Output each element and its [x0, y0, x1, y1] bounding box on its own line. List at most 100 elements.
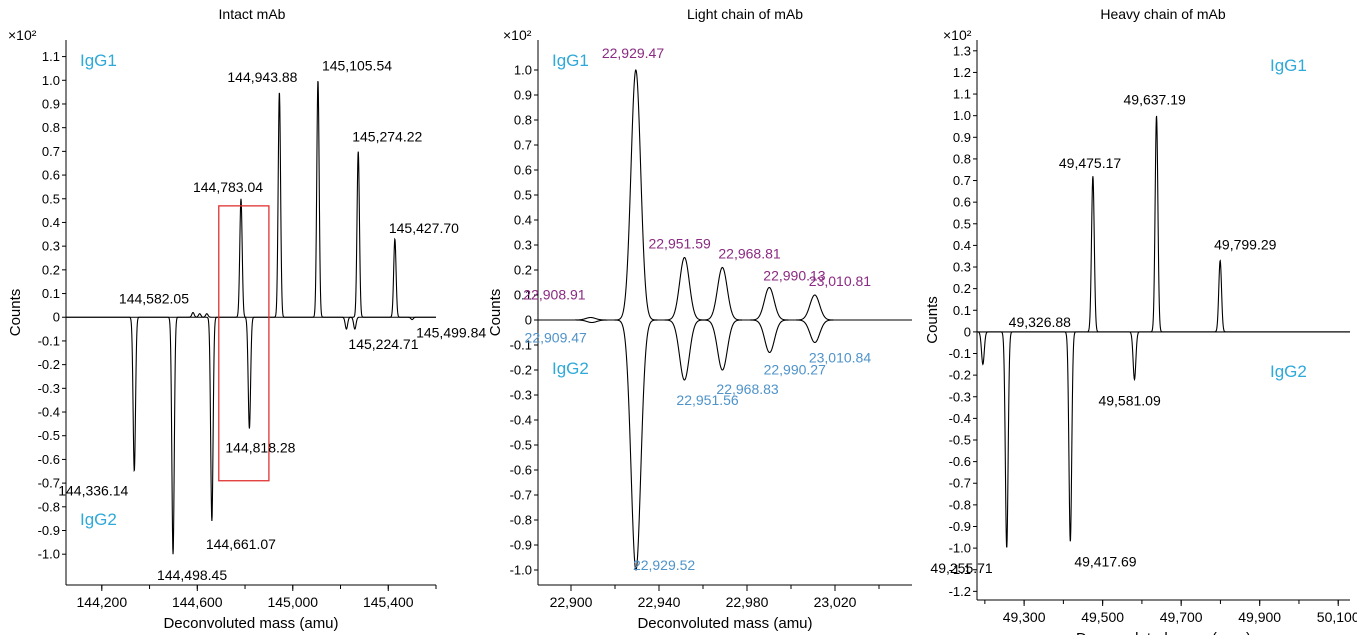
- y-tick-label: -0.4: [949, 411, 971, 426]
- peak-label: 144,661.07: [206, 536, 276, 552]
- y-tick-label: 0.6: [953, 195, 971, 210]
- peak-label: 23,010.81: [809, 273, 871, 289]
- series-label-igg1: IgG1: [552, 51, 589, 70]
- y-axis-label: Counts: [487, 289, 504, 337]
- y-tick-label: 0.8: [953, 151, 971, 166]
- y-tick-label: -1.0: [510, 563, 532, 578]
- peak-label: 22,968.81: [718, 246, 780, 262]
- series-label-igg1: IgG1: [1270, 56, 1307, 75]
- y-tick-label: 0.2: [42, 262, 60, 277]
- y-tick-label: 0.4: [514, 213, 532, 228]
- trace-positive: [66, 81, 436, 318]
- y-tick-label: 0.7: [953, 173, 971, 188]
- highlight-box: [218, 205, 270, 482]
- peak-label: 22,908.91: [523, 287, 585, 303]
- y-tick-label: 0.6: [42, 168, 60, 183]
- y-tick-label: 1.3: [953, 43, 971, 58]
- peak-label: 22,951.56: [676, 392, 738, 408]
- chart-title: Intact mAb: [219, 6, 286, 22]
- y-tick-label: 0.3: [953, 260, 971, 275]
- peak-label: 22,929.52: [633, 557, 695, 573]
- y-tick-label: -1.0: [949, 541, 971, 556]
- series-label-igg1: IgG1: [80, 51, 117, 70]
- y-tick-label: -1.0: [38, 547, 60, 562]
- peak-label: 145,105.54: [322, 57, 392, 73]
- y-tick-label: 0.1: [953, 303, 971, 318]
- y-tick-label: -0.7: [949, 476, 971, 491]
- y-tick-label: 0.6: [514, 163, 532, 178]
- y-axis-label: Counts: [7, 289, 24, 337]
- y-tick-label: -0.3: [510, 388, 532, 403]
- x-tick-label: 23,020: [814, 594, 857, 610]
- trace-negative: [66, 316, 436, 555]
- y-tick-label: -0.2: [510, 363, 532, 378]
- y-tick-label: 0: [964, 324, 971, 339]
- y-tick-label: -0.1: [949, 346, 971, 361]
- x-tick-label: 145,400: [363, 594, 414, 610]
- heavy-chain-chart: Heavy chain of mAb ×10² Counts Deconvoluted…: [924, 6, 1357, 635]
- y-tick-label: -1.2: [949, 584, 971, 599]
- chart-title: Light chain of mAb: [687, 6, 803, 22]
- y-tick-label: -0.8: [510, 513, 532, 528]
- y-tick-label: -0.8: [38, 499, 60, 514]
- peak-label: 144,783.04: [193, 179, 263, 195]
- y-tick-label: 0.7: [42, 144, 60, 159]
- trace-positive: [977, 115, 1350, 333]
- peak-label: 144,582.05: [119, 291, 189, 307]
- y-tick-label: 1.0: [953, 108, 971, 123]
- y-tick-label: -0.8: [949, 497, 971, 512]
- y-tick-label: 0.3: [514, 238, 532, 253]
- peak-label: 49,637.19: [1124, 92, 1186, 108]
- y-tick-label: 0.4: [42, 215, 60, 230]
- y-tick-label: 0.8: [42, 120, 60, 135]
- x-tick-label: 22,980: [726, 594, 769, 610]
- y-tick-label: -0.6: [510, 463, 532, 478]
- y-tick-label: -0.4: [510, 413, 532, 428]
- y-axis-label: Counts: [924, 296, 941, 344]
- x-tick-label: 50,100: [1317, 609, 1357, 625]
- y-tick-label: -0.1: [510, 338, 532, 353]
- y-tick-label: -0.7: [38, 476, 60, 491]
- x-axis-label: Deconvoluted mass (amu): [163, 615, 338, 632]
- peak-label: 22,990.27: [764, 362, 826, 378]
- series-label-igg2: IgG2: [1270, 362, 1307, 381]
- y-tick-label: 0.9: [514, 88, 532, 103]
- y-tick-label: 0: [53, 310, 60, 325]
- y-tick-label: 0.9: [953, 130, 971, 145]
- y-tick-label: 0.4: [953, 238, 971, 253]
- intact-mab-chart: Intact mAb ×10² Counts Deconvoluted mass (a…: [7, 6, 486, 632]
- peak-label: 22,929.47: [602, 45, 664, 61]
- peak-label: 145,274.22: [352, 128, 422, 144]
- y-tick-label: -0.9: [949, 519, 971, 534]
- y-tick-label: 0.5: [42, 191, 60, 206]
- y-tick-label: 1.0: [42, 73, 60, 88]
- peak-label: 145,224.71: [348, 336, 418, 352]
- trace-negative: [977, 331, 1350, 548]
- peak-label: 49,417.69: [1074, 554, 1136, 570]
- y-tick-label: -1.1: [949, 562, 971, 577]
- y-tick-label: -0.1: [38, 333, 60, 348]
- y-scale-label: ×10²: [943, 27, 972, 43]
- y-tick-label: -0.2: [949, 368, 971, 383]
- peak-label: 49,799.29: [1214, 237, 1276, 253]
- y-tick-label: -0.7: [510, 488, 532, 503]
- y-tick-label: 0.8: [514, 113, 532, 128]
- y-tick-label: 0.1: [514, 288, 532, 303]
- light-chain-chart: Light chain of mAb ×10² Counts Deconvoluted…: [487, 6, 912, 632]
- y-tick-label: 0.3: [42, 239, 60, 254]
- y-tick-label: -0.4: [38, 405, 60, 420]
- y-tick-label: -0.6: [949, 454, 971, 469]
- peak-label: 22,951.59: [648, 236, 710, 252]
- y-tick-label: -0.5: [38, 428, 60, 443]
- x-tick-label: 49,700: [1160, 609, 1203, 625]
- peak-label: 22,990.13: [763, 268, 825, 284]
- x-tick-label: 22,940: [638, 594, 681, 610]
- peak-label: 144,498.45: [157, 567, 227, 583]
- y-tick-label: 0.2: [514, 263, 532, 278]
- series-label-igg2: IgG2: [80, 510, 117, 529]
- x-axis-label: Deconvoluted mass (amu): [1076, 630, 1251, 635]
- peak-label: 23,010.84: [809, 350, 871, 366]
- y-tick-label: 1.1: [42, 49, 60, 64]
- trace-negative: [538, 319, 912, 571]
- y-tick-label: 0.7: [514, 138, 532, 153]
